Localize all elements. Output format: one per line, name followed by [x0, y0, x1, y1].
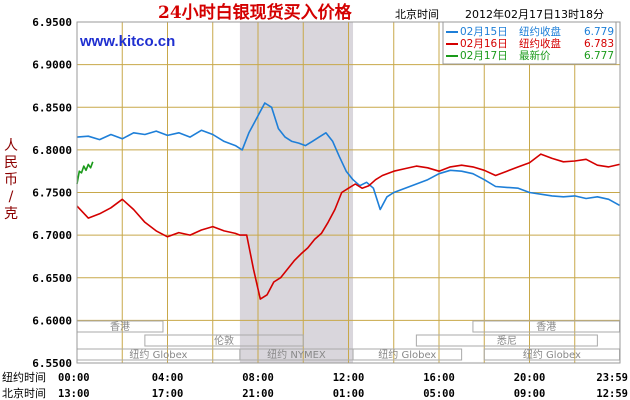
series-lines [76, 102, 620, 300]
ny-time-tick: 12:00 [333, 372, 365, 384]
y-tick-label: 6.5500 [32, 357, 72, 370]
series-line-2 [76, 153, 620, 300]
beijing-time-tick: 12:59 [596, 388, 628, 400]
header-timezone: 北京时间 [395, 7, 439, 21]
session-box [352, 348, 463, 361]
legend-date: 02月15日 [460, 26, 508, 38]
legend-value: 6.777 [584, 50, 614, 62]
session-label: 纽约 Globex [523, 348, 581, 361]
ny-time-tick: 00:00 [58, 372, 90, 384]
ny-time-tick: 20:00 [514, 372, 546, 384]
beijing-time-row-label: 北京时间 [2, 386, 46, 400]
y-axis-label: 人民币/克 [4, 138, 18, 222]
y-tick-label: 6.6000 [32, 314, 72, 327]
session-box [144, 334, 304, 347]
chart-title: 24小时白银现货买入价格 [158, 2, 353, 23]
y-tick-label: 6.7000 [32, 229, 72, 242]
legend-label: 纽约收盘 [519, 25, 561, 38]
ny-time-row-label: 纽约时间 [2, 370, 46, 384]
x-axis-ticks: 00:00 13:00 04:00 17:00 08:00 21:00 12:00 01:00… [58, 372, 628, 400]
legend-label: 纽约收盘 [519, 37, 561, 50]
legend-value: 6.783 [584, 38, 614, 50]
beijing-time-tick: 05:00 [423, 388, 455, 400]
ny-time-tick: 04:00 [152, 372, 184, 384]
chart-grid [77, 21, 620, 364]
legend-date: 02月17日 [460, 50, 508, 62]
legend-box [442, 21, 617, 65]
legend-label: 最新价 [519, 49, 551, 62]
session-label: 香港 [110, 321, 130, 333]
ny-time-tick: 16:00 [423, 372, 455, 384]
series-line-1 [76, 102, 620, 211]
plot-frame [76, 21, 621, 364]
legend-date: 02月16日 [460, 38, 508, 50]
series-line-3 [76, 161, 94, 185]
session-box [415, 334, 598, 347]
y-tick-label: 6.9500 [32, 16, 72, 29]
ny-time-tick: 08:00 [242, 372, 274, 384]
legend: 02月15日 纽约收盘 6.779 02月16日 纽约收盘 6.783 02月17日 最新价 6… [442, 21, 617, 65]
y-axis-ticks: 6.9500 6.9000 6.8500 6.8000 6.7500 6.7000 6.65… [32, 16, 72, 370]
beijing-time-tick: 09:00 [514, 388, 546, 400]
ny-time-tick: 23:59 [596, 372, 628, 384]
beijing-time-tick: 13:00 [58, 388, 90, 400]
session-label: 纽约 Globex [129, 348, 187, 361]
y-tick-label: 6.6500 [32, 272, 72, 285]
header-datetime: 2012年02月17日13时18分 [465, 7, 604, 21]
beijing-time-tick: 01:00 [333, 388, 365, 400]
session-label: 纽约 NYMEX [267, 348, 326, 361]
beijing-time-tick: 21:00 [242, 388, 274, 400]
session-label: 伦敦 [214, 334, 234, 347]
session-label: 悉尼 [497, 335, 517, 347]
kitco-watermark: www.kitco.cn [79, 33, 175, 50]
session-label: 纽约 Globex [378, 348, 436, 361]
session-label: 香港 [536, 321, 556, 333]
y-tick-label: 6.8500 [32, 101, 72, 114]
y-tick-label: 6.8000 [32, 144, 72, 157]
beijing-time-tick: 17:00 [152, 388, 184, 400]
y-tick-label: 6.7500 [32, 187, 72, 200]
y-tick-label: 6.9000 [32, 59, 72, 72]
legend-value: 6.779 [584, 26, 614, 38]
